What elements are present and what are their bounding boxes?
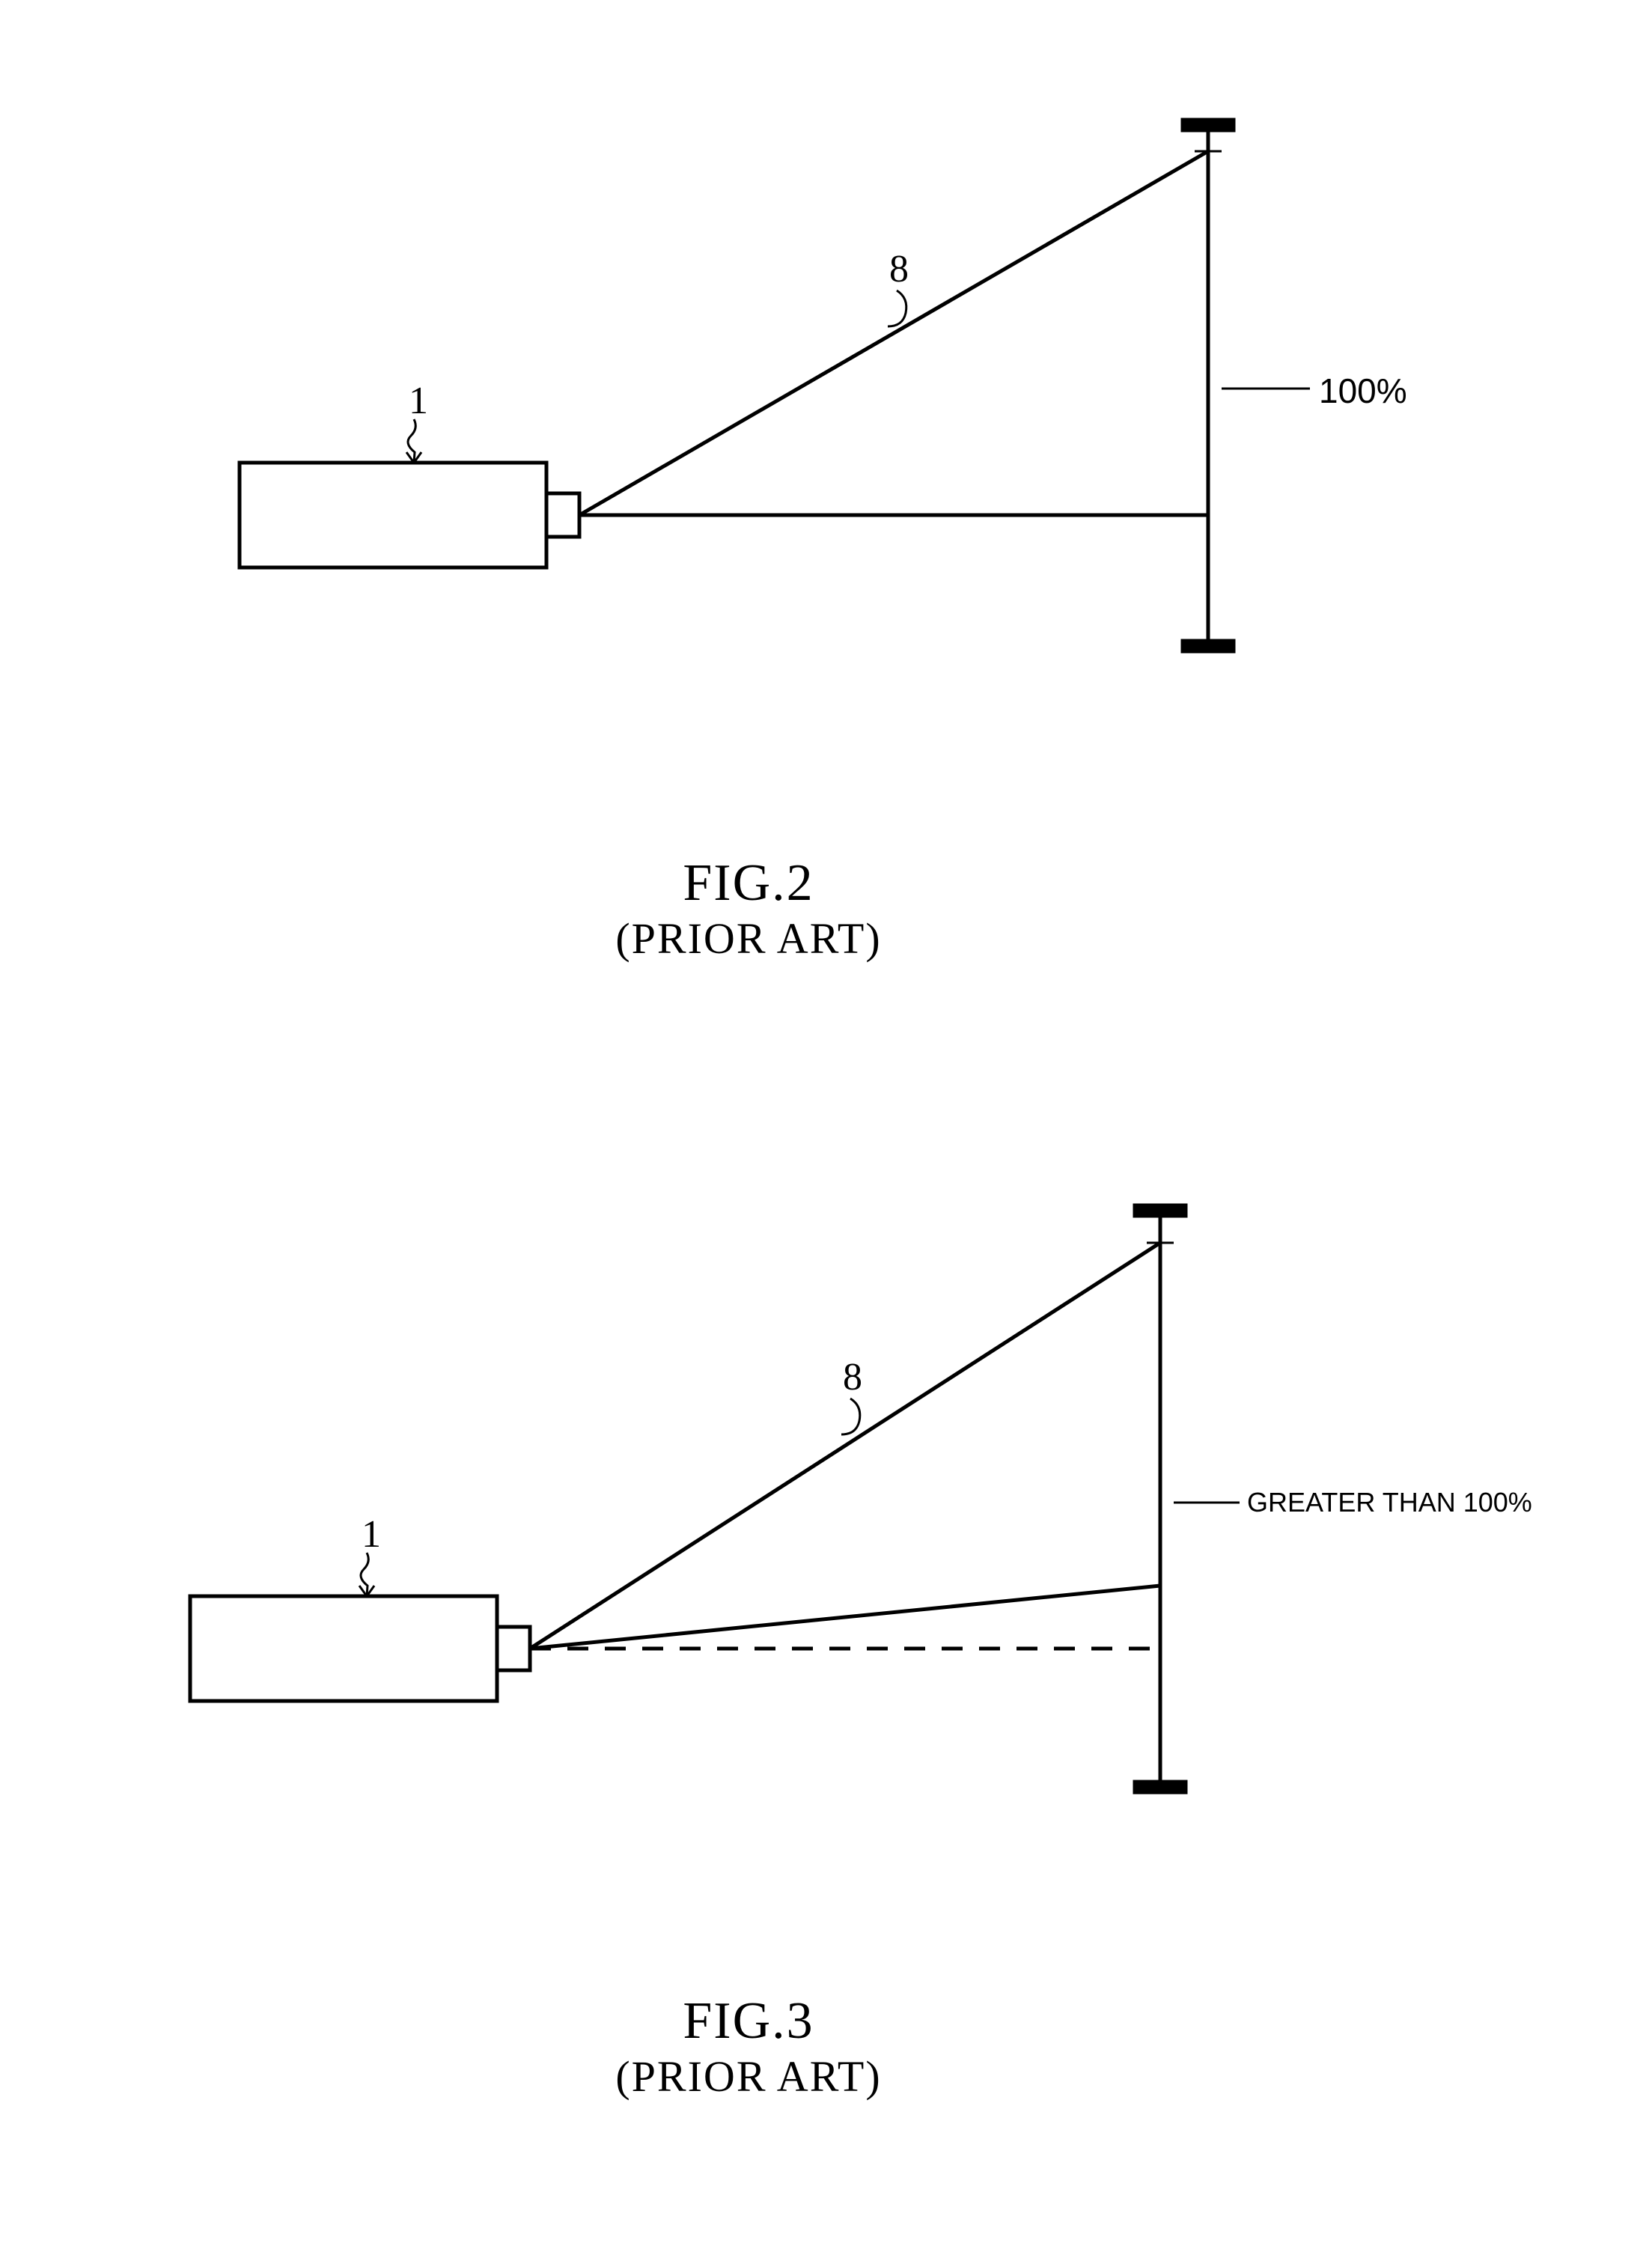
- fig2-title: FIG.2: [487, 853, 1011, 914]
- fig2-projector-body: [240, 463, 546, 567]
- fig2-projector-lens: [546, 493, 579, 537]
- fig2-group: 1 8: [240, 120, 1310, 651]
- fig3-projector-ref-num: 1: [362, 1513, 381, 1556]
- fig2-projector-ref-num: 1: [409, 380, 428, 422]
- fig2-screen: [1183, 120, 1234, 651]
- fig3-subtitle: (PRIOR ART): [487, 2052, 1011, 2102]
- fig2-screen-label: 100%: [1319, 371, 1407, 411]
- fig3-caption: FIG.3 (PRIOR ART): [487, 1991, 1011, 2102]
- fig3-screen: [1135, 1205, 1186, 1792]
- fig2-beams: [579, 151, 1208, 515]
- fig3-beam-ref-num: 8: [843, 1356, 862, 1399]
- fig3-screen-label: GREATER THAN 100%: [1247, 1487, 1532, 1518]
- fig3-beams: [530, 1243, 1160, 1649]
- fig2-beam-ref-num: 8: [889, 248, 909, 290]
- fig3-beam-ref: [841, 1399, 860, 1434]
- fig3-projector-ref: [359, 1553, 374, 1596]
- fig2-subtitle: (PRIOR ART): [487, 914, 1011, 964]
- fig3-group: 1 8: [190, 1205, 1240, 1792]
- fig3-title: FIG.3: [487, 1991, 1011, 2052]
- fig2-beam-ref: [888, 290, 906, 326]
- fig2-projector-ref: [406, 419, 421, 463]
- fig2-caption: FIG.2 (PRIOR ART): [487, 853, 1011, 964]
- fig3-projector-body: [190, 1596, 497, 1701]
- fig3-projector-lens: [497, 1627, 530, 1670]
